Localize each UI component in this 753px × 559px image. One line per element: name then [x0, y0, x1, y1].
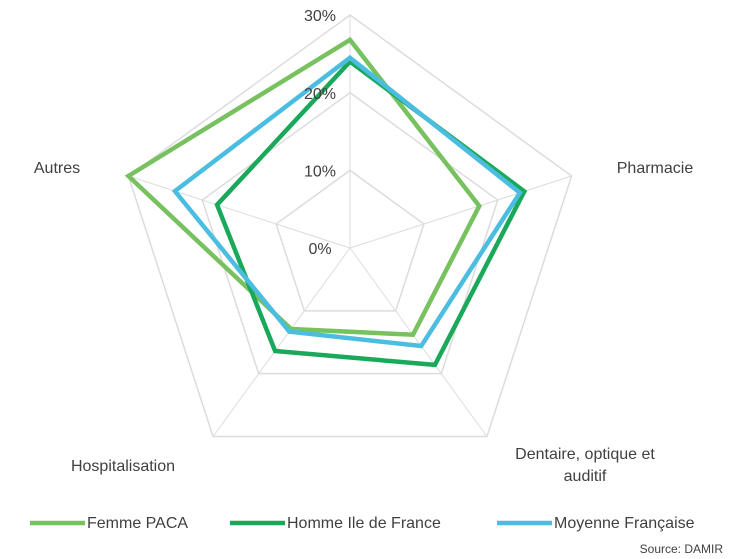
- tick-label: 30%: [304, 8, 336, 25]
- grid-ring: [201, 91, 499, 375]
- tick-label: 0%: [308, 241, 331, 258]
- category-label: Pharmacie: [616, 160, 694, 177]
- tick-label: 10%: [304, 164, 336, 181]
- legend-label: Homme Ile de France: [287, 515, 441, 532]
- tick-label: 20%: [304, 86, 336, 103]
- series-line: [214, 58, 528, 368]
- series-line: [124, 36, 482, 338]
- spoke: [349, 175, 572, 249]
- source: Source: DAMIR: [639, 542, 723, 556]
- spoke: [212, 247, 351, 437]
- spoke: [128, 175, 351, 249]
- series-line: [171, 54, 523, 349]
- spoke: [349, 247, 488, 437]
- grid-ring: [275, 169, 425, 312]
- legend-label: Femme PACA: [87, 515, 188, 532]
- category-label: Hospitalisation: [70, 458, 176, 475]
- category-label: Dentaire, optique et auditif: [515, 446, 655, 485]
- legend-label: Moyenne Française: [554, 515, 695, 532]
- category-label: Autres: [33, 160, 81, 177]
- grid-ring: [127, 14, 573, 438]
